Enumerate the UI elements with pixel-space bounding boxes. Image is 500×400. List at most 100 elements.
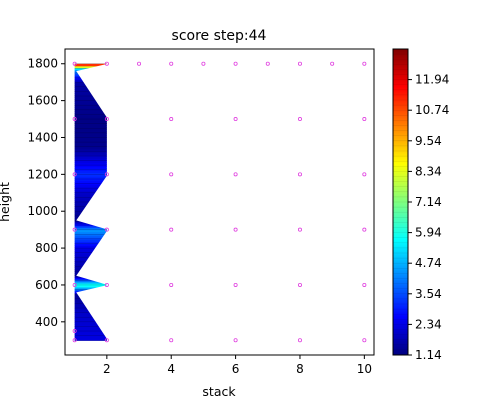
contour-band <box>74 328 107 331</box>
contour-band <box>74 178 107 181</box>
contour-band <box>74 192 107 195</box>
contour-band <box>74 326 107 330</box>
contour-band <box>74 142 107 146</box>
contour-band <box>74 105 107 108</box>
sample-point <box>72 227 77 232</box>
contour-band <box>74 336 107 339</box>
contour-band <box>74 109 107 112</box>
sample-point <box>104 282 109 287</box>
contour-band <box>74 186 107 189</box>
y-tick-label: 1600 <box>27 94 58 108</box>
sample-point <box>297 61 302 66</box>
contour-band <box>74 140 107 144</box>
contour-band <box>74 122 107 126</box>
sample-point <box>169 172 174 177</box>
contour-band <box>74 233 107 237</box>
y-tick-label: 400 <box>35 315 58 329</box>
contour-band <box>74 334 107 337</box>
colorbar-tick-label: 7.14 <box>415 195 442 209</box>
sample-point <box>104 227 109 232</box>
colorbar-tick-label: 1.14 <box>415 348 442 362</box>
contour-band <box>74 101 107 104</box>
sample-point <box>104 338 109 343</box>
sample-point <box>233 227 238 232</box>
y-tick-label: 1800 <box>27 57 58 71</box>
colorbar-tick-label: 10.74 <box>415 103 449 117</box>
contour-band <box>74 103 107 106</box>
contour-band <box>74 314 107 318</box>
chart-title: score step:44 <box>172 28 267 44</box>
x-tick-label: 8 <box>296 362 304 376</box>
colorbar-tick-label: 11.94 <box>415 73 449 87</box>
contour-band <box>74 113 107 116</box>
contour-band <box>74 156 107 160</box>
colorbar-ticks: 1.14 2.34 3.54 4.74 5.94 7.14 8.34 9.54 10.74 11.… <box>408 73 449 362</box>
contour-band <box>74 93 107 96</box>
sample-point <box>72 338 77 343</box>
colorbar-tick-label: 5.94 <box>415 226 442 240</box>
contour-band <box>74 247 107 251</box>
x-tick-label: 2 <box>103 362 111 376</box>
y-tick-label: 1200 <box>27 167 58 181</box>
contour-band <box>74 132 107 136</box>
contour-gap <box>76 229 108 285</box>
contour-band <box>74 170 107 173</box>
contour-band <box>74 172 107 175</box>
y-tick-label: 800 <box>35 241 58 255</box>
sample-point <box>297 338 302 343</box>
contour-band <box>74 176 107 179</box>
contour-band <box>74 168 107 171</box>
contour-band <box>74 99 107 102</box>
x-tick-label: 10 <box>357 362 372 376</box>
sample-point <box>297 282 302 287</box>
sample-points <box>72 61 367 343</box>
sample-point <box>72 172 77 177</box>
contour-band <box>74 126 107 130</box>
sample-point <box>72 282 77 287</box>
contour-band <box>74 284 107 288</box>
sample-point <box>362 227 367 232</box>
contour-band <box>74 130 107 134</box>
contour-band <box>74 188 107 191</box>
contour-band <box>74 223 107 227</box>
contour-band <box>74 148 107 152</box>
contour-band <box>74 154 107 158</box>
y-tick-label: 1000 <box>27 204 58 218</box>
sample-point <box>72 61 77 66</box>
contour-band <box>74 229 107 233</box>
sample-point <box>169 227 174 232</box>
sample-point <box>104 61 109 66</box>
contour-band <box>74 138 107 142</box>
sample-point <box>201 61 206 66</box>
contour-band <box>74 162 107 166</box>
sample-point <box>169 117 174 122</box>
contour-band <box>74 144 107 148</box>
x-tick-label: 4 <box>167 362 175 376</box>
contour-band <box>74 196 107 199</box>
contour-band <box>74 95 107 98</box>
contour-band <box>74 166 107 170</box>
colorbar-tick-label: 8.34 <box>415 164 442 178</box>
contour-band <box>74 320 107 324</box>
contour-band <box>74 332 107 335</box>
x-axis-label: stack <box>202 384 236 399</box>
contour-band <box>74 282 107 286</box>
contour-band <box>74 182 107 185</box>
contour-band <box>74 239 107 243</box>
sample-point <box>233 172 238 177</box>
contour-band <box>74 158 107 162</box>
contour-band <box>74 279 107 282</box>
sample-point <box>265 61 270 66</box>
y-axis-label: height <box>0 182 12 222</box>
sample-point <box>72 329 77 334</box>
contour-band <box>74 174 107 177</box>
contour-band <box>74 190 107 193</box>
sample-point <box>233 282 238 287</box>
contour-band <box>74 65 107 69</box>
contour-band <box>74 146 107 150</box>
sample-point <box>169 282 174 287</box>
contour-band <box>74 180 107 183</box>
contour-band <box>74 119 107 122</box>
contour-band <box>74 322 107 326</box>
contour-fill <box>74 63 108 341</box>
